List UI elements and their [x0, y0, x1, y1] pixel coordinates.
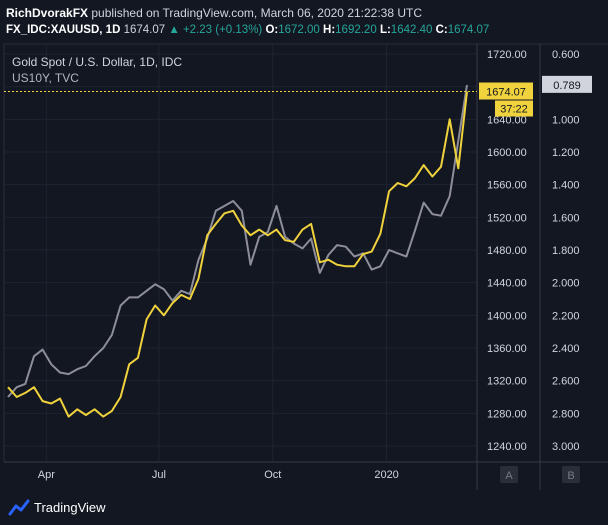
right-tick-label: 1.800 — [552, 245, 580, 257]
chart-header: RichDvorakFX published on TradingView.co… — [0, 0, 608, 44]
time-axis[interactable]: Apr Jul Oct 2020 — [38, 469, 399, 481]
left-tick-label: 1240.00 — [487, 441, 527, 453]
last-price-badge — [479, 82, 533, 100]
price-change: +2.23 (+0.13%) — [182, 24, 263, 36]
low-value: 1642.40 — [390, 24, 433, 36]
price-chart[interactable]: 1720.001680.001640.001600.001560.001520.… — [0, 0, 608, 490]
gold-price-line — [7, 91, 468, 418]
left-tick-label: 1720.00 — [487, 49, 527, 61]
last-price: 1674.07 — [123, 24, 166, 36]
countdown-badge-text: 37:22 — [500, 104, 528, 116]
us10y-value-badge-text: 0.789 — [553, 80, 581, 92]
right-tick-label: 0.600 — [552, 49, 580, 61]
publish-text: published on TradingView.com, March 06, … — [91, 6, 423, 20]
left-tick-label: 1440.00 — [487, 278, 527, 290]
axis-button-b[interactable] — [562, 466, 580, 483]
left-tick-label: 1280.00 — [487, 408, 527, 420]
ohlc-info: FX_IDC:XAUUSD, 1D 1674.07 ▲ +2.23 (+0.13… — [6, 24, 489, 36]
x-tick-label: Oct — [264, 469, 281, 481]
axis-button-label: B — [567, 470, 574, 482]
left-tick-label: 1520.00 — [487, 212, 527, 224]
tradingview-brand[interactable]: TradingView — [34, 500, 106, 515]
x-tick-label: 2020 — [374, 469, 398, 481]
right-tick-label: 3.000 — [552, 441, 580, 453]
left-tick-label: 1560.00 — [487, 180, 527, 192]
close-value: 1674.07 — [447, 24, 490, 36]
publisher-name[interactable]: RichDvorakFX — [6, 6, 89, 20]
right-tick-label: 2.200 — [552, 310, 580, 322]
left-tick-label: 1400.00 — [487, 310, 527, 322]
footer — [0, 490, 608, 525]
open-value: 1672.00 — [278, 24, 320, 36]
left-tick-label: 1640.00 — [487, 114, 527, 126]
left-tick-label: 1480.00 — [487, 245, 527, 257]
us10y-yield-line — [7, 84, 468, 398]
right-tick-label: 1.600 — [552, 212, 580, 224]
x-tick-label: Jul — [152, 469, 166, 481]
chart-legend: Gold Spot / U.S. Dollar, 1D, IDC US10Y, … — [12, 55, 182, 85]
right-tick-label: 1.000 — [552, 114, 580, 126]
right-tick-label: 1.400 — [552, 180, 580, 192]
legend-gold[interactable]: Gold Spot / U.S. Dollar, 1D, IDC — [12, 55, 182, 69]
symbol-label[interactable]: FX_IDC:XAUUSD, 1D — [6, 24, 121, 36]
x-tick-label: Apr — [38, 469, 55, 481]
axes-frame — [3, 43, 608, 490]
right-axis[interactable]: 0.6000.8001.0001.2001.4001.6001.8002.000… — [552, 49, 580, 453]
publish-info: RichDvorakFX published on TradingView.co… — [6, 6, 422, 20]
axis-button-label: A — [505, 470, 513, 482]
low-label: L: — [379, 24, 391, 36]
right-tick-label: 2.400 — [552, 343, 580, 355]
right-tick-label: 2.600 — [552, 376, 580, 388]
open-label: O: — [265, 24, 279, 36]
left-tick-label: 1600.00 — [487, 147, 527, 159]
right-tick-label: 1.200 — [552, 147, 580, 159]
us10y-value-badge — [542, 75, 592, 93]
high-label: H: — [323, 24, 336, 36]
close-label: C: — [435, 24, 448, 36]
series-layer — [7, 84, 468, 418]
countdown-badge — [495, 100, 533, 117]
axis-button-a[interactable] — [500, 466, 518, 483]
axis-badges: 1674.07 37:22 0.789 — [479, 75, 592, 117]
left-tick-label: 1320.00 — [487, 376, 527, 388]
high-value: 1692.20 — [335, 24, 377, 36]
tradingview-logo-icon[interactable] — [8, 498, 30, 518]
left-tick-label: 1360.00 — [487, 343, 527, 355]
up-arrow-icon: ▲ — [168, 24, 180, 36]
right-tick-label: 2.000 — [552, 278, 580, 290]
chart-grid — [4, 44, 477, 462]
last-price-badge-text: 1674.07 — [486, 87, 526, 99]
right-tick-label: 2.800 — [552, 408, 580, 420]
legend-us10y[interactable]: US10Y, TVC — [12, 71, 79, 85]
